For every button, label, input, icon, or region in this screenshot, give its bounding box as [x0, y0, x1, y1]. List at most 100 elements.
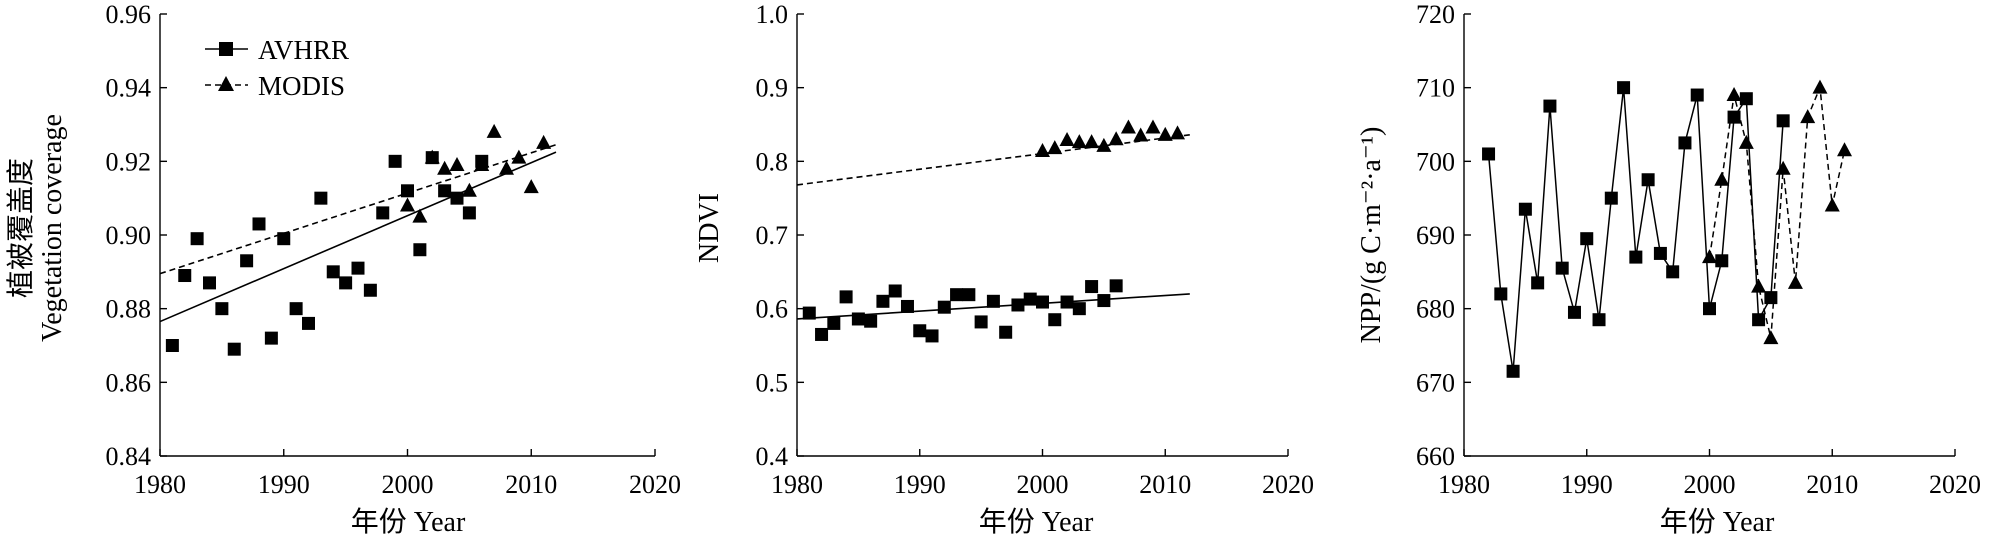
npp-y-tick-label: 660	[1416, 442, 1455, 471]
vegetation-coverage-avhrr-point	[190, 232, 204, 246]
vegetation-coverage-avhrr-point	[314, 191, 328, 205]
npp-y-tick-label: 720	[1416, 0, 1455, 29]
legend-modis-marker	[218, 76, 234, 91]
ndvi-avhrr-point	[839, 290, 853, 304]
vegetation-coverage-x-tick-label: 1990	[258, 470, 310, 499]
ndvi-marks	[796, 119, 1190, 343]
vegetation-coverage-axes	[159, 13, 656, 457]
vegetation-coverage-avhrr-point	[462, 206, 476, 220]
vegetation-coverage-modis-point	[511, 149, 527, 164]
vegetation-coverage-avhrr-point	[165, 339, 179, 352]
ndvi-y-tick-label: 0.4	[756, 442, 789, 471]
ndvi-tick-labels: 1980 1990 2000 2010 2020 0.4 0.5 0.6 0.7 0.8 0.9 1.…	[756, 0, 1315, 499]
npp-avhrr-point	[1703, 302, 1716, 316]
vegetation-coverage-avhrr-trend-line	[159, 151, 557, 323]
ndvi-avhrr-point	[864, 314, 878, 328]
ndvi-modis-point	[1145, 119, 1161, 134]
vegetation-coverage-modis-point	[486, 123, 502, 138]
ndvi-avhrr-point	[937, 300, 951, 314]
npp-avhrr-point	[1739, 92, 1753, 106]
ndvi-avhrr-point	[815, 327, 829, 341]
vegetation-coverage-avhrr-point	[388, 154, 402, 168]
npp-modis-point	[1714, 171, 1730, 186]
npp-avhrr-point	[1666, 265, 1680, 279]
npp-modis-point	[1824, 197, 1840, 212]
ndvi-avhrr-point	[986, 294, 1000, 308]
ndvi-x-tick-label: 2000	[1017, 470, 1069, 499]
npp-x-tick-label: 2020	[1929, 470, 1981, 499]
vegetation-coverage-modis-point	[461, 182, 477, 197]
npp-y-tick-label: 670	[1416, 368, 1455, 397]
vegetation-coverage-marks	[159, 123, 557, 356]
vegetation-coverage-modis-point	[536, 134, 552, 149]
npp-avhrr-point	[1592, 313, 1606, 327]
npp-y-tick-label: 680	[1416, 295, 1455, 324]
ndvi-y-tick-label: 0.8	[756, 147, 789, 176]
vegetation-coverage-y-tick-label: 0.84	[106, 442, 152, 471]
npp-y-tick-label: 710	[1416, 74, 1455, 103]
vegetation-coverage-x-axis-label: 年份 Year	[351, 506, 466, 538]
npp-marks	[1482, 79, 1853, 378]
vegetation-coverage-avhrr-point	[339, 276, 353, 290]
legend-avhrr-marker	[219, 42, 233, 56]
npp-y-tick-label: 690	[1416, 221, 1455, 250]
vegetation-coverage-tick-labels: 1980 1990 2000 2010 2020 0.84 0.86 0.88 0.90 0.92…	[106, 0, 682, 499]
vegetation-coverage-y-tick-label: 0.88	[106, 295, 152, 324]
npp-avhrr-point	[1604, 191, 1618, 205]
legend-modis-label: MODIS	[258, 71, 345, 101]
ndvi-x-tick-label: 2010	[1139, 470, 1191, 499]
ndvi-avhrr-point	[802, 306, 816, 320]
legend-avhrr-label: AVHRR	[258, 35, 349, 65]
vegetation-coverage-avhrr-point	[438, 184, 452, 198]
npp-modis-point	[1837, 142, 1853, 157]
vegetation-coverage-chart: 1980 1990 2000 2010 2020 0.84 0.86 0.88 0.90 0.92…	[5, 0, 681, 538]
vegetation-coverage-avhrr-point	[178, 269, 192, 283]
npp-avhrr-point	[1531, 276, 1545, 290]
npp-modis-point	[1800, 109, 1816, 124]
ndvi-y-tick-label: 0.6	[756, 295, 789, 324]
vegetation-coverage-y-tick-label: 0.86	[106, 368, 152, 397]
ndvi-x-tick-label: 1980	[771, 470, 823, 499]
npp-avhrr-point	[1518, 202, 1532, 216]
ndvi-avhrr-point	[1072, 302, 1086, 316]
npp-avhrr-point	[1629, 250, 1643, 264]
vegetation-coverage-y-tick-label: 0.96	[106, 0, 152, 29]
ndvi-modis-point	[1084, 134, 1100, 149]
ndvi-avhrr-point	[876, 294, 890, 308]
vegetation-coverage-avhrr-point	[302, 316, 315, 330]
npp-modis-point	[1751, 278, 1767, 293]
npp-y-tick-label: 700	[1416, 147, 1455, 176]
ndvi-modis-point	[1096, 137, 1112, 152]
vegetation-coverage-x-tick-label: 2000	[382, 470, 434, 499]
vegetation-coverage-avhrr-point	[215, 302, 229, 316]
ndvi-avhrr-point	[888, 284, 902, 298]
vegetation-coverage-y-tick-label: 0.94	[106, 74, 152, 103]
npp-avhrr-point	[1678, 136, 1692, 150]
npp-modis-point	[1763, 330, 1779, 345]
vegetation-coverage-modis-point	[400, 197, 415, 212]
vegetation-coverage-avhrr-point	[277, 232, 291, 246]
npp-avhrr-point	[1752, 313, 1766, 327]
ndvi-y-tick-label: 1.0	[756, 0, 789, 29]
ndvi-y-tick-label: 0.9	[756, 74, 789, 103]
ndvi-x-axis-label: 年份 Year	[979, 506, 1094, 538]
vegetation-coverage-modis-trend-line	[159, 143, 557, 275]
ndvi-avhrr-point	[962, 288, 976, 302]
ndvi-modis-point	[1157, 126, 1173, 141]
ndvi-avhrr-point	[827, 316, 841, 330]
ndvi-modis-point	[1108, 131, 1124, 146]
npp-avhrr-point	[1690, 88, 1704, 102]
ndvi-avhrr-point	[1109, 279, 1123, 293]
npp-x-axis-label: 年份 Year	[1660, 506, 1775, 538]
vegetation-coverage-x-tick-label: 2020	[629, 470, 681, 499]
vegetation-coverage-y-tick-label: 0.92	[106, 147, 152, 176]
npp-chart: 1980 1990 2000 2010 2020 660 670 680 690 700 710 72…	[1356, 0, 1981, 538]
vegetation-coverage-avhrr-point	[240, 254, 254, 268]
ndvi-avhrr-point	[1036, 295, 1049, 309]
npp-x-tick-label: 2010	[1806, 470, 1858, 499]
ndvi-y-tick-label: 0.5	[756, 368, 789, 397]
ndvi-modis-point	[1047, 140, 1063, 155]
ndvi-avhrr-point	[1060, 295, 1074, 309]
npp-tick-labels: 1980 1990 2000 2010 2020 660 670 680 690 700 710 72…	[1416, 0, 1981, 499]
